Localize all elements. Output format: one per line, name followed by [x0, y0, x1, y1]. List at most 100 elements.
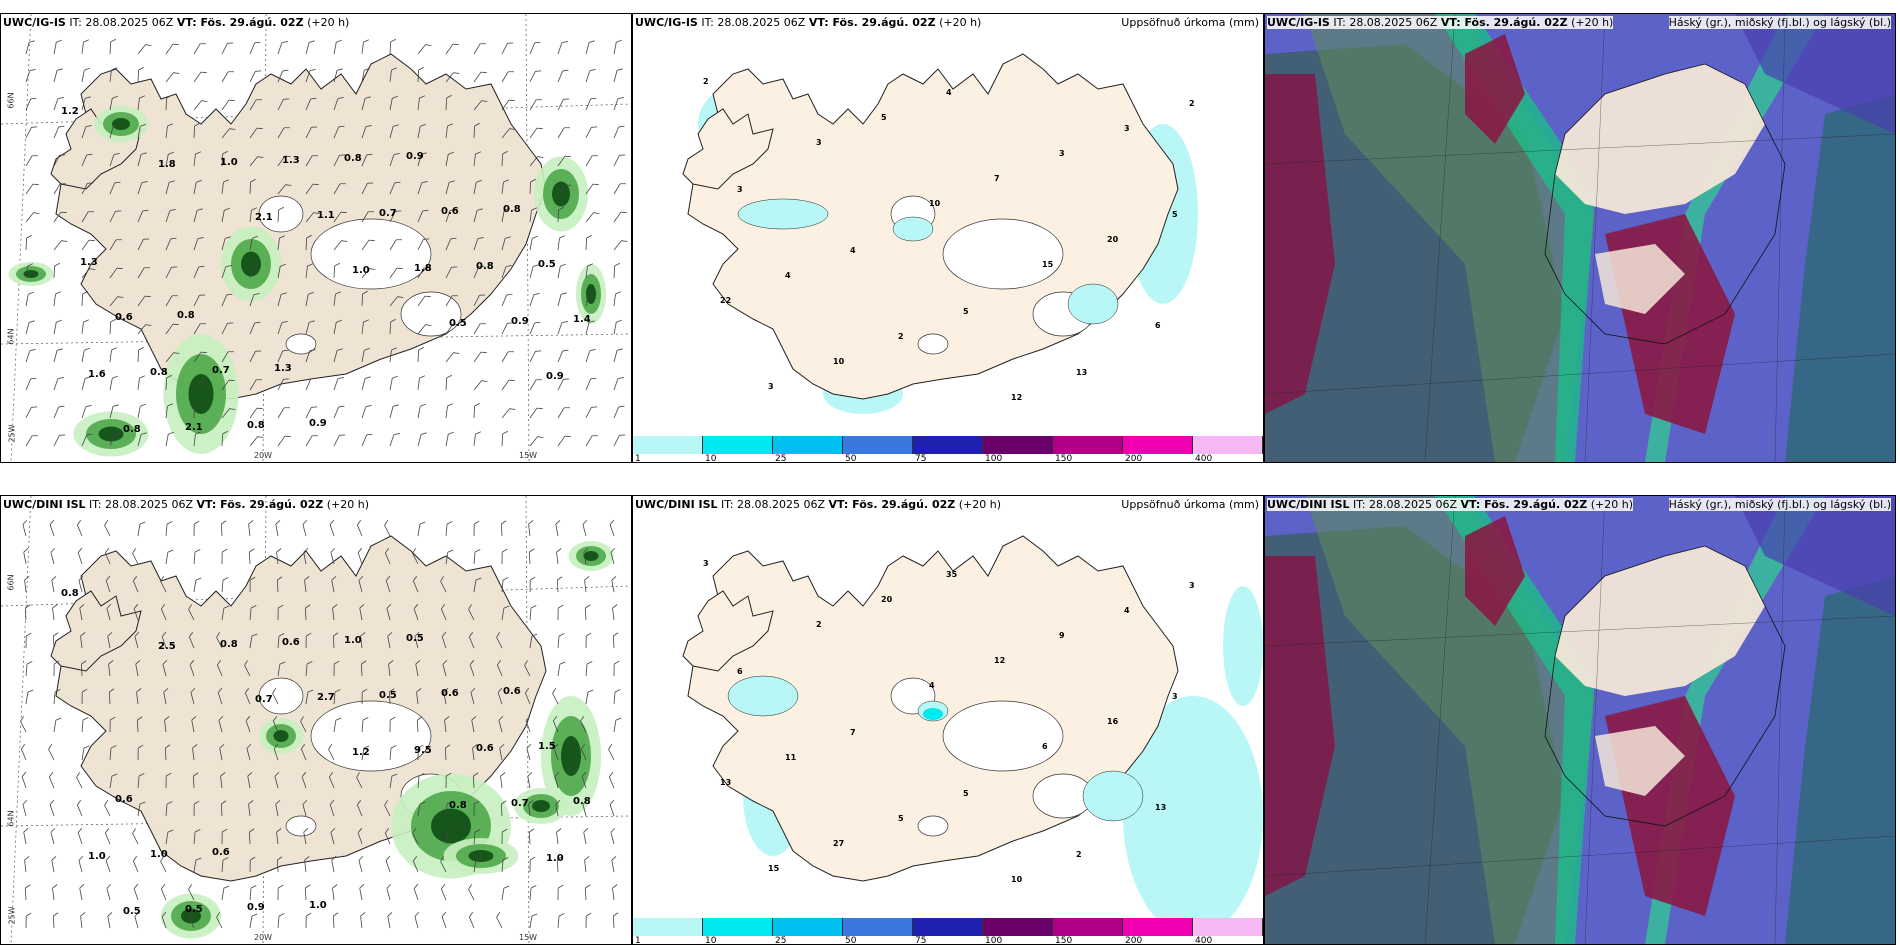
precip-value-label: 1.2: [61, 106, 79, 117]
precip-value-label: 0.6: [115, 794, 133, 805]
accum-precip-map: 2 3 10 15 6 3 5 7 20 22 10 4 3 5 4 2 12 3 3 4 5 13 2: [633, 14, 1263, 462]
colorbar-label: 200: [1125, 936, 1143, 945]
accum-value-label: 10: [929, 199, 941, 208]
colorbar-segment: [1123, 436, 1193, 454]
precip-value-label: 1.5: [538, 741, 556, 752]
precip-value-label: 0.6: [441, 206, 459, 217]
colorbar-label: 1: [635, 936, 641, 945]
precip-value-label: 0.8: [247, 420, 265, 431]
lat-label-66: 66N: [6, 92, 16, 109]
colorbar-segment: [633, 918, 703, 936]
colorbar-label: 25: [775, 936, 787, 945]
accum-value-label: 3: [768, 382, 774, 391]
precip-value-label: 2.1: [185, 422, 203, 433]
colorbar-segment: [1193, 436, 1263, 454]
accum-value-label: 12: [994, 656, 1005, 665]
accum-value-label: 7: [994, 174, 1000, 183]
accum-value-label: 12: [1011, 393, 1022, 402]
precip-value-label: 0.8: [61, 588, 79, 599]
accum-value-label: 6: [737, 667, 743, 676]
wind-precip-map: 1.2 1.8 2.1 1.0 0.5 0.9 0.8 1.0 1.1 1.8 0.9 1.6 2.1 1…: [1, 14, 631, 462]
colorbar-segment: [843, 436, 913, 454]
lon-label-15: 15W: [519, 451, 538, 460]
accum-value-label: 3: [1189, 581, 1195, 590]
colorbar-segment: [913, 918, 983, 936]
colorbar-segment: [1123, 918, 1193, 936]
accum-value-label: 2: [816, 620, 822, 629]
accum-value-label: 5: [1172, 210, 1178, 219]
colorbar-segment: [703, 436, 773, 454]
precip-value-label: 0.5: [123, 906, 141, 917]
precip-value-label: 0.5: [185, 904, 203, 915]
accum-value-label: 4: [785, 271, 791, 280]
accum-value-label: 13: [1155, 803, 1166, 812]
panel-title: UWC/IG-IS IT: 28.08.2025 06Z VT: Fös. 29…: [635, 16, 982, 29]
colorbar-label: 150: [1055, 936, 1073, 945]
precip-value-label: 1.3: [80, 257, 98, 268]
panel-subtitle: Háský (gr.), miðský (fj.bl.) og lágský (…: [1668, 16, 1891, 29]
accum-value-label: 10: [833, 357, 845, 366]
precip-value-label: 0.6: [115, 312, 133, 323]
precip-value-label: 0.5: [379, 690, 397, 701]
precip-value-label: 0.8: [503, 204, 521, 215]
colorbar-segment: [1053, 918, 1123, 936]
panel-clouds-igis: UWC/IG-IS IT: 28.08.2025 06Z VT: Fös. 29…: [1264, 13, 1896, 463]
precip-value-label: 2.7: [317, 692, 335, 703]
wind-precip-map: 0.8 2.5 0.7 1.2 0.8 1.0 0.5 0.8 2.7 9.5 0.7 1.0 0.5 0…: [1, 496, 631, 944]
colorbar-label: 200: [1125, 454, 1143, 463]
precip-value-label: 0.9: [406, 151, 424, 162]
accum-value-label: 2: [703, 77, 709, 86]
colorbar-segment: [703, 918, 773, 936]
colorbar-segment: [983, 436, 1053, 454]
accum-value-label: 2: [898, 332, 904, 341]
accum-value-label: 6: [1155, 321, 1161, 330]
lon-label-25: 25W: [7, 906, 17, 925]
accum-value-label: 7: [850, 728, 856, 737]
accum-value-label: 3: [1059, 149, 1065, 158]
lon-label-20: 20W: [254, 451, 273, 460]
accum-value-label: 3: [1172, 692, 1178, 701]
precip-value-label: 0.6: [282, 637, 300, 648]
precip-value-label: 0.5: [538, 259, 556, 270]
precip-value-label: 0.9: [546, 371, 564, 382]
accum-value-label: 13: [720, 778, 731, 787]
colorbar-label: 50: [845, 454, 857, 463]
colorbar-segment: [1193, 918, 1263, 936]
precip-value-label: 1.1: [317, 210, 335, 221]
precip-value-label: 0.6: [441, 688, 459, 699]
precip-value-label: 2.5: [158, 641, 176, 652]
precip-value-label: 0.7: [511, 798, 529, 809]
precip-value-label: 0.5: [449, 318, 467, 329]
colorbar-segment: [773, 436, 843, 454]
precip-value-label: 1.3: [274, 363, 292, 374]
accum-value-label: 20: [1107, 235, 1119, 244]
precip-value-label: 0.8: [449, 800, 467, 811]
colorbar-label: 75: [915, 936, 927, 945]
accum-value-label: 10: [1011, 875, 1023, 884]
accum-value-label: 3: [1124, 124, 1130, 133]
precip-value-label: 1.0: [88, 851, 106, 862]
accum-value-label: 5: [963, 307, 969, 316]
precip-value-label: 0.8: [573, 796, 591, 807]
cloud-map: [1265, 496, 1895, 944]
precip-value-label: 0.8: [123, 424, 141, 435]
colorbar-label: 75: [915, 454, 927, 463]
precip-value-label: 0.8: [220, 639, 238, 650]
lon-label-25: 25W: [7, 424, 17, 443]
precip-value-label: 0.5: [406, 633, 424, 644]
colorbar-segment: [843, 918, 913, 936]
precip-value-label: 0.8: [177, 310, 195, 321]
accum-value-label: 4: [929, 681, 935, 690]
colorbar-segment: [913, 436, 983, 454]
precip-value-label: 0.7: [255, 694, 273, 705]
accum-value-label: 3: [737, 185, 743, 194]
precip-value-label: 0.7: [212, 365, 230, 376]
panel-title: UWC/DINI ISL IT: 28.08.2025 06Z VT: Fös.…: [635, 498, 1002, 511]
colorbar-label: 100: [985, 936, 1003, 945]
accum-value-label: 20: [881, 595, 893, 604]
colorbar-segment: [983, 918, 1053, 936]
precip-value-label: 0.6: [212, 847, 230, 858]
accum-value-label: 9: [1059, 631, 1065, 640]
precip-value-label: 1.2: [352, 747, 370, 758]
precip-value-label: 1.0: [344, 635, 362, 646]
